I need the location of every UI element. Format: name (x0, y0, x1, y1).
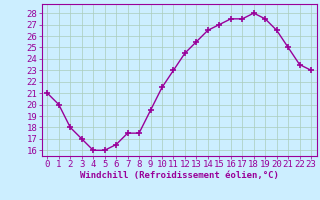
X-axis label: Windchill (Refroidissement éolien,°C): Windchill (Refroidissement éolien,°C) (80, 171, 279, 180)
